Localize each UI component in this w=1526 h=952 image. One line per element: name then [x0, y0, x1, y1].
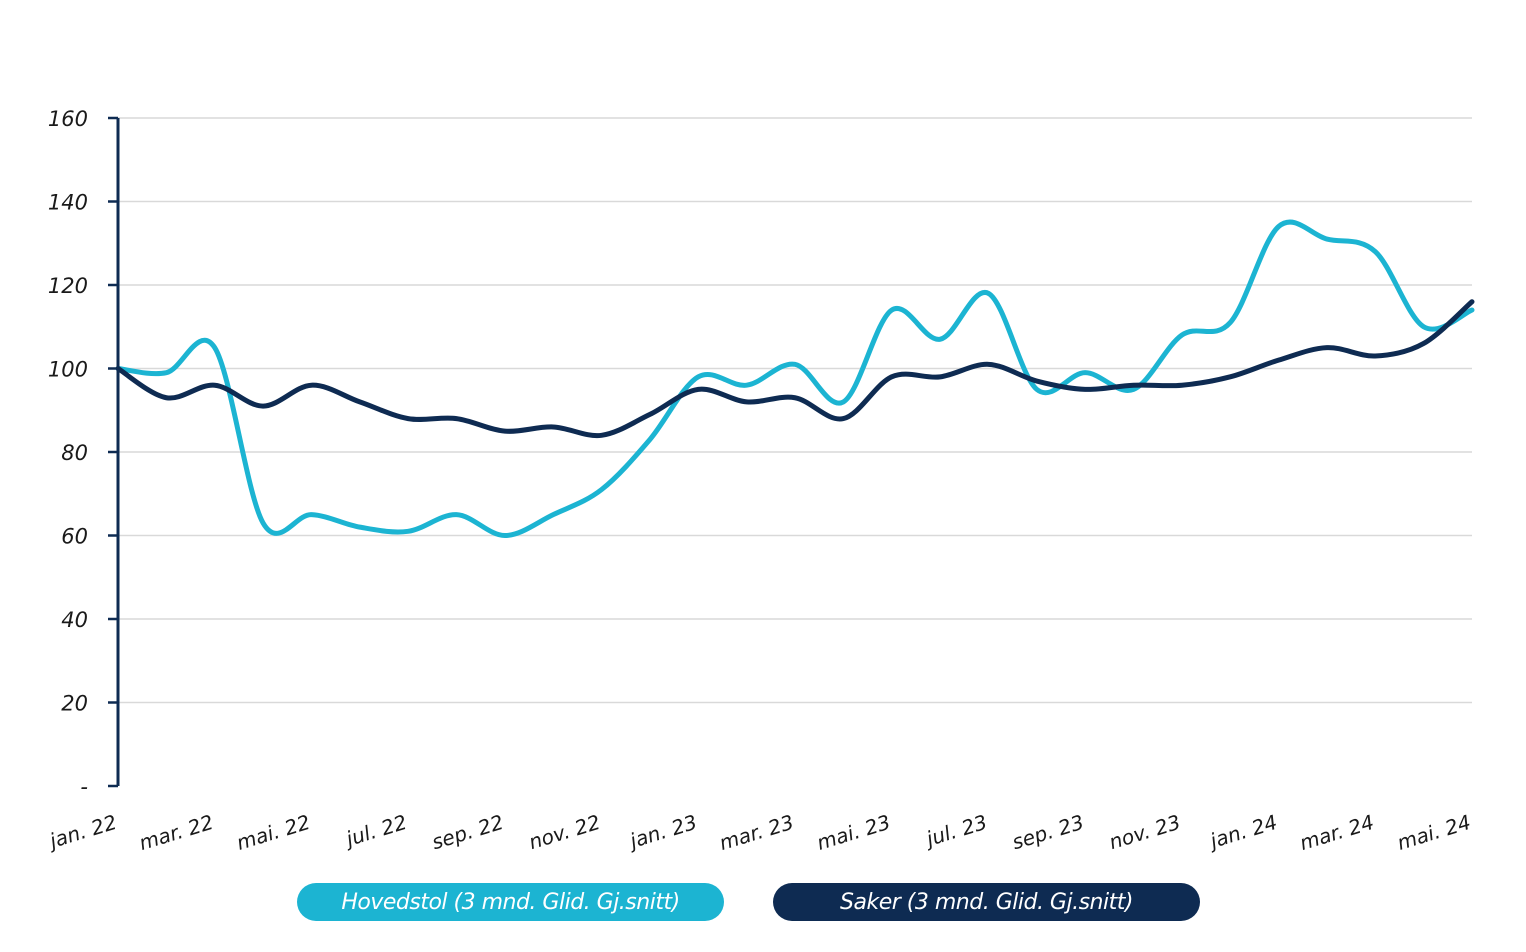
x-tick-label: jul. 23 — [921, 810, 990, 852]
x-tick-label: mai. 24 — [1394, 810, 1473, 855]
gridlines — [118, 117, 1472, 704]
y-axis-ticks: - 20 40 60 80 100 120 140 160 — [48, 107, 118, 799]
x-tick-label: nov. 23 — [1106, 810, 1183, 854]
x-tick-label: mar. 22 — [136, 810, 216, 855]
x-tick-label: sep. 23 — [1009, 810, 1086, 854]
x-tick-label: jan. 24 — [1204, 810, 1280, 854]
y-tick-label: 160 — [48, 107, 88, 131]
series-lines — [115, 219, 1475, 538]
x-tick-label: nov. 22 — [526, 810, 603, 854]
series-line-hovedstol — [115, 219, 1475, 538]
y-tick-label: 140 — [48, 191, 88, 215]
y-tick-label: 60 — [61, 525, 88, 549]
x-tick-label: jan. 23 — [624, 810, 700, 854]
x-tick-label: sep. 22 — [429, 810, 506, 854]
x-tick-label: jan. 22 — [44, 810, 120, 854]
y-tick-label: 20 — [61, 692, 88, 716]
y-tick-label: 40 — [61, 608, 88, 632]
y-tick-label: - — [80, 775, 88, 799]
legend-item-saker: Saker (3 mnd. Glid. Gj.snitt) — [773, 883, 1200, 921]
x-tick-label: mar. 23 — [716, 810, 796, 855]
x-axis-ticks: jan. 22 mar. 22 mai. 22 jul. 22 sep. 22 nov. … — [44, 810, 1474, 855]
x-tick-label: mai. 22 — [234, 810, 313, 855]
x-tick-label: mar. 24 — [1297, 810, 1377, 855]
legend-item-hovedstol: Hovedstol (3 mnd. Glid. Gj.snitt) — [297, 883, 724, 921]
y-tick-label: 100 — [48, 358, 88, 382]
x-tick-label: jul. 22 — [340, 810, 409, 852]
series-line-saker — [115, 299, 1475, 439]
x-tick-label: mai. 23 — [814, 810, 893, 855]
y-tick-label: 120 — [48, 274, 88, 298]
line-chart: - 20 40 60 80 100 120 140 160 jan. 22 mar. 22 mai.… — [44, 107, 1475, 855]
y-tick-label: 80 — [61, 441, 88, 465]
